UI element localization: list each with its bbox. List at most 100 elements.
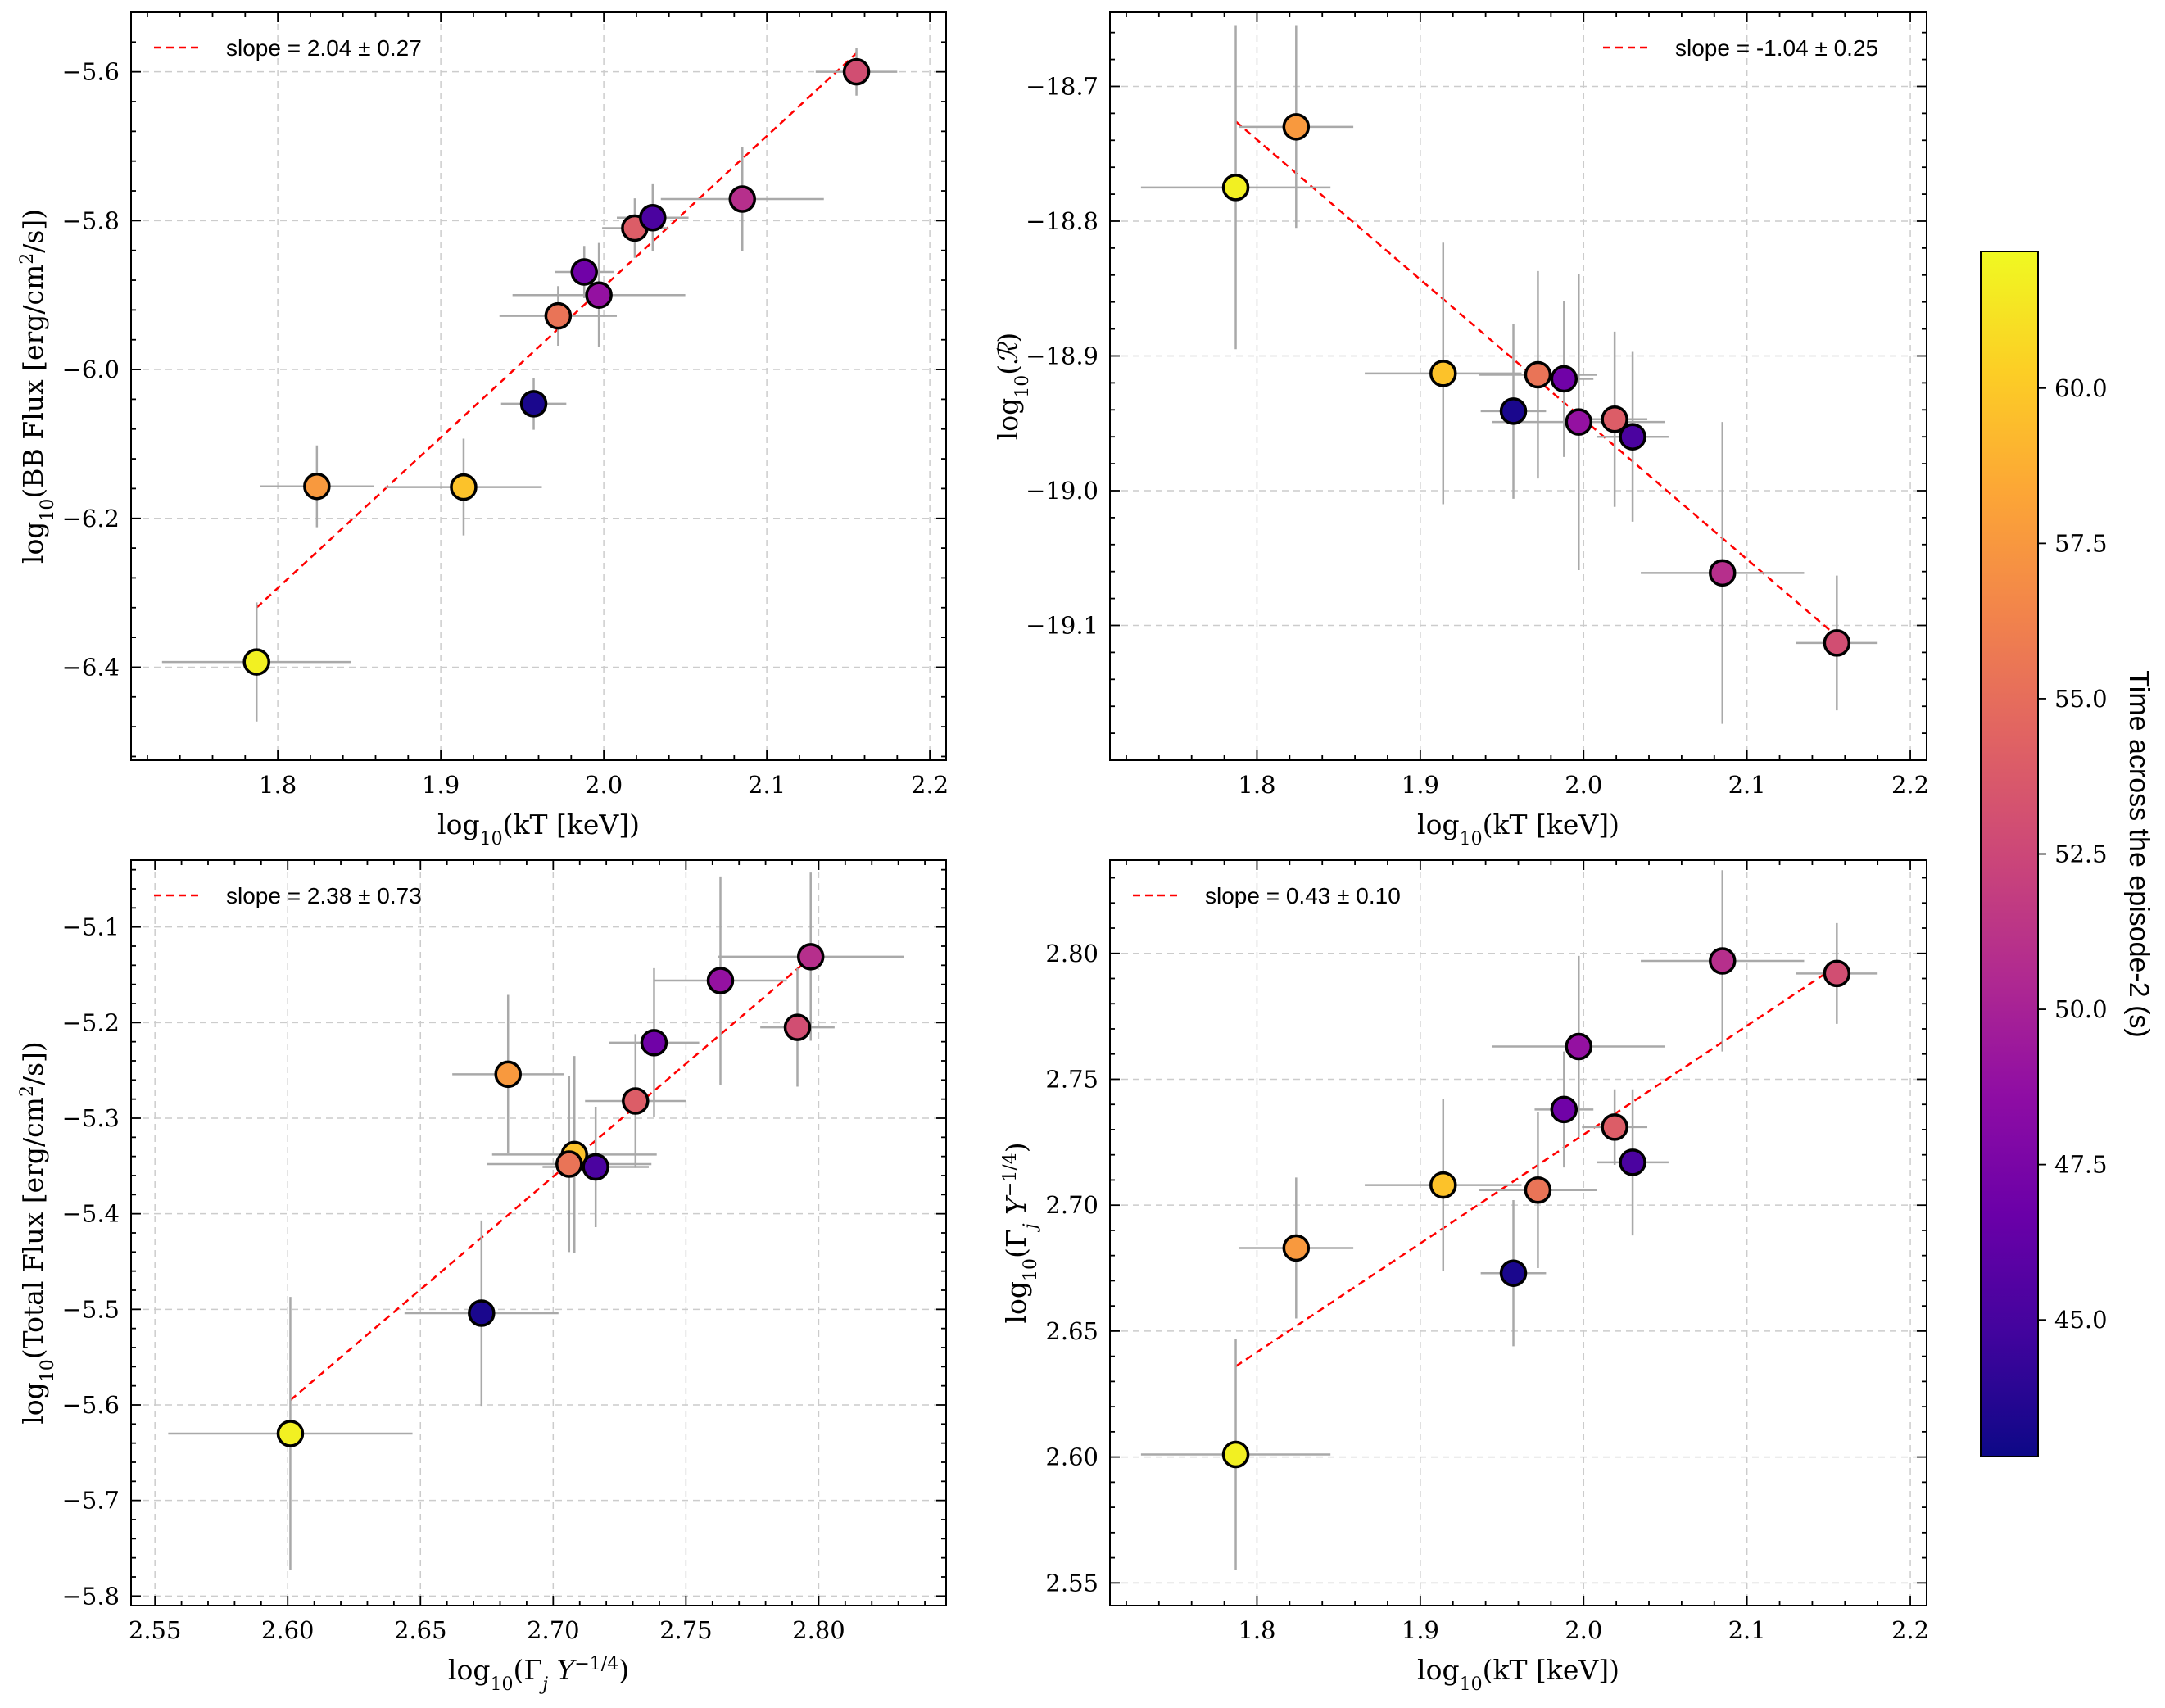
x-tick-label: 1.8 <box>1238 1616 1275 1644</box>
data-point <box>1221 1440 1250 1469</box>
data-point <box>544 301 573 330</box>
panel-total-flux: 2.55 2.60 2.65 2.70 2.75 2.80 −5.8−5.7−5.6−5.… <box>17 859 947 1695</box>
data-point <box>519 390 548 418</box>
y-tick-label: 2.55 <box>1045 1569 1098 1597</box>
fit-line <box>289 957 812 1402</box>
data-point <box>728 185 756 213</box>
data-point <box>706 967 735 994</box>
axes-frame <box>130 859 947 1606</box>
colorbar-gradient <box>1980 251 2039 1457</box>
y-tick-label: −5.8 <box>62 1582 120 1610</box>
data-point <box>1550 1095 1578 1124</box>
y-axis-label: log10(BB Flux [erg/cm2/s]) <box>17 209 58 564</box>
data-point <box>1524 1176 1552 1204</box>
grid-lines <box>131 12 946 760</box>
x-tick-label: 2.2 <box>1891 1616 1929 1644</box>
data-point <box>468 1299 496 1327</box>
x-tick-label: 2.0 <box>1565 1616 1602 1644</box>
data-point <box>494 1060 522 1089</box>
axes-frame <box>1109 859 1927 1606</box>
colorbar-tick-label: 57.5 <box>2054 529 2108 557</box>
y-tick-label: −5.6 <box>62 1391 120 1419</box>
y-tick-label: 2.70 <box>1045 1191 1098 1219</box>
y-tick-label: 2.60 <box>1045 1443 1098 1471</box>
data-point <box>842 57 871 86</box>
grid-lines <box>1110 12 1927 760</box>
y-tick-label: −6.0 <box>62 356 120 383</box>
y-tick-label: 2.80 <box>1045 940 1098 967</box>
colorbar-label: Time across the episode-2 (s) <box>2123 670 2154 1037</box>
colorbar-tick-label: 55.0 <box>2054 685 2108 713</box>
data-point <box>303 472 331 501</box>
y-tick-label: 2.65 <box>1045 1317 1098 1345</box>
x-axis-label: log10(Γj Y−1/4) <box>448 1654 629 1695</box>
legend: slope = 2.38 ± 0.73 <box>154 883 422 908</box>
data-point <box>585 281 613 309</box>
colorbar-tick-label: 52.5 <box>2054 840 2108 868</box>
data-point <box>1499 397 1528 425</box>
data-point <box>639 203 667 232</box>
data-point <box>1282 113 1311 141</box>
x-tick-labels: 2.55 2.60 2.65 2.70 2.75 2.80 <box>129 1616 845 1644</box>
y-tick-label: −5.4 <box>62 1200 120 1228</box>
x-tick-labels: 1.8 1.9 2.0 2.1 2.2 <box>1238 1616 1929 1644</box>
data-point <box>783 1013 812 1041</box>
x-tick-label: 2.60 <box>261 1616 315 1644</box>
axes-frame <box>1109 11 1927 761</box>
tick-marks <box>1110 860 1927 1606</box>
data-point <box>555 1150 583 1178</box>
colorbar-tick-label: 47.5 <box>2054 1151 2108 1179</box>
x-tick-label: 2.75 <box>659 1616 713 1644</box>
colorbar-tick-label: 60.0 <box>2054 374 2108 402</box>
y-tick-label: −5.5 <box>62 1295 120 1323</box>
x-tick-label: 1.8 <box>259 771 297 799</box>
x-tick-label: 1.9 <box>422 771 460 799</box>
x-tick-labels: 1.8 1.9 2.0 2.1 2.2 <box>259 771 949 799</box>
y-tick-label: −6.4 <box>62 653 120 681</box>
y-tick-labels: −19.1 −19.0 −18.9 −18.8 −18.7 <box>1026 72 1098 639</box>
data-point <box>1565 1032 1593 1061</box>
colorbar: 45.0 47.5 50.0 52.5 55.0 57.5 60.0 Time across… <box>1980 251 2154 1457</box>
x-axis-label: log10(kT [keV]) <box>437 809 640 849</box>
x-tick-label: 2.1 <box>1728 1616 1766 1644</box>
error-bars <box>1140 870 1878 1570</box>
data-point <box>1282 1234 1311 1262</box>
data-point <box>1823 629 1851 657</box>
legend-text: slope = 0.43 ± 0.10 <box>1205 883 1401 908</box>
colorbar-tick-label: 50.0 <box>2054 995 2108 1023</box>
data-point <box>796 943 825 971</box>
y-tick-labels: −6.4 −6.2 −6.0 −5.8 −5.6 <box>62 58 120 682</box>
y-tick-label: −5.6 <box>62 58 120 86</box>
data-point <box>622 1087 650 1115</box>
legend: slope = -1.04 ± 0.25 <box>1603 35 1878 61</box>
y-tick-label: −19.1 <box>1026 611 1098 639</box>
x-tick-label: 1.8 <box>1238 771 1275 799</box>
data-points <box>276 943 825 1447</box>
grid-lines <box>131 860 946 1606</box>
data-point <box>1601 1113 1628 1141</box>
y-axis-label: log10(Total Flux [erg/cm2/s]) <box>17 1041 58 1425</box>
y-tick-label: −18.8 <box>1026 207 1098 235</box>
x-tick-labels: 1.8 1.9 2.0 2.1 2.2 <box>1238 771 1929 799</box>
axes-frame <box>130 11 947 761</box>
data-point <box>640 1029 668 1057</box>
data-point <box>1550 365 1578 393</box>
legend: slope = 2.04 ± 0.27 <box>154 35 422 61</box>
x-axis-label: log10(kT [keV]) <box>1417 809 1619 849</box>
y-tick-label: −18.9 <box>1026 342 1098 369</box>
y-tick-label: −5.3 <box>62 1104 120 1132</box>
data-point <box>1619 423 1646 451</box>
fit-line <box>256 52 858 609</box>
x-tick-label: 1.9 <box>1402 771 1439 799</box>
legend: slope = 0.43 ± 0.10 <box>1133 883 1401 908</box>
y-tick-label: −19.0 <box>1026 477 1098 505</box>
y-tick-label: −5.1 <box>62 913 120 941</box>
fit-line <box>1234 965 1838 1367</box>
legend-text: slope = 2.04 ± 0.27 <box>226 35 422 61</box>
data-point <box>1221 174 1250 202</box>
colorbar-tick-label: 45.0 <box>2054 1306 2108 1334</box>
data-points <box>1221 113 1851 657</box>
y-tick-labels: 2.55 2.60 2.65 2.70 2.75 2.80 <box>1045 940 1098 1597</box>
panel-gamma-kt: 1.8 1.9 2.0 2.1 2.2 2.55 2.60 2.65 2.70 2.75 2.80… <box>1000 859 1929 1695</box>
